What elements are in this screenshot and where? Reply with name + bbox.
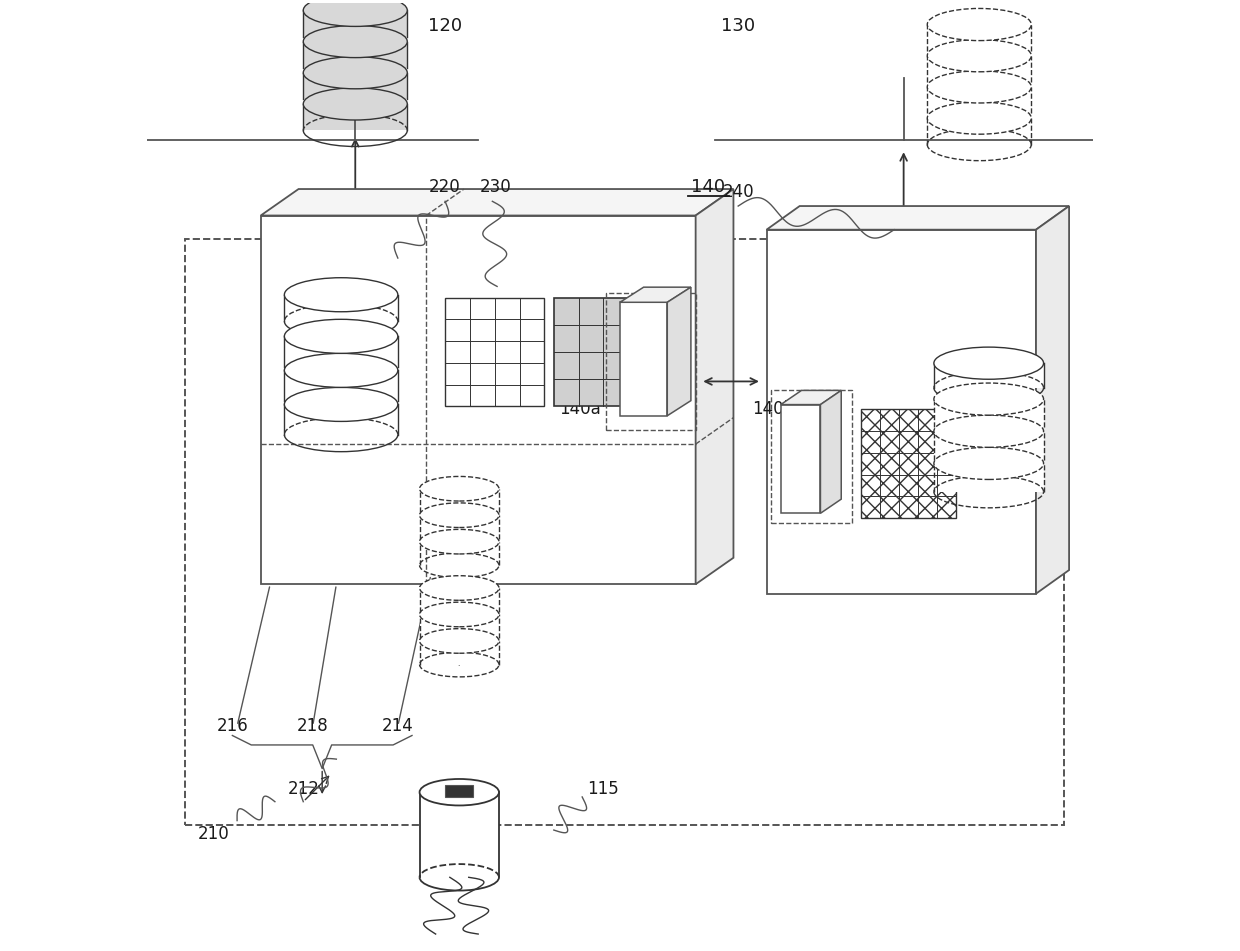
Text: 140b: 140b bbox=[753, 400, 795, 418]
Ellipse shape bbox=[928, 40, 1032, 71]
Polygon shape bbox=[766, 206, 1069, 230]
Ellipse shape bbox=[284, 387, 398, 421]
Polygon shape bbox=[419, 588, 498, 611]
Ellipse shape bbox=[419, 629, 498, 653]
Polygon shape bbox=[419, 614, 498, 638]
Polygon shape bbox=[419, 792, 498, 878]
Text: 218: 218 bbox=[296, 717, 329, 735]
Ellipse shape bbox=[284, 320, 398, 354]
Ellipse shape bbox=[928, 9, 1032, 41]
Polygon shape bbox=[620, 287, 691, 302]
Polygon shape bbox=[260, 216, 696, 584]
Ellipse shape bbox=[304, 0, 407, 27]
Ellipse shape bbox=[934, 447, 1044, 479]
Ellipse shape bbox=[284, 354, 398, 387]
Polygon shape bbox=[284, 295, 398, 321]
Polygon shape bbox=[928, 118, 1032, 145]
Polygon shape bbox=[419, 542, 498, 565]
Text: 120: 120 bbox=[428, 17, 463, 35]
Polygon shape bbox=[284, 370, 398, 400]
Ellipse shape bbox=[934, 383, 1044, 416]
Polygon shape bbox=[304, 104, 407, 130]
Text: 240: 240 bbox=[723, 183, 754, 201]
Bar bbox=[445, 785, 474, 797]
Polygon shape bbox=[304, 72, 407, 99]
Polygon shape bbox=[821, 391, 841, 514]
Ellipse shape bbox=[419, 575, 498, 600]
Polygon shape bbox=[781, 391, 841, 404]
Text: 220: 220 bbox=[429, 178, 461, 196]
Text: 140: 140 bbox=[691, 178, 725, 196]
Polygon shape bbox=[928, 56, 1032, 82]
Text: 210: 210 bbox=[197, 825, 229, 844]
Text: 130: 130 bbox=[722, 17, 755, 35]
Ellipse shape bbox=[419, 530, 498, 554]
Polygon shape bbox=[934, 431, 1044, 459]
Ellipse shape bbox=[419, 476, 498, 501]
Bar bbox=[185, 239, 1064, 825]
Ellipse shape bbox=[934, 347, 1044, 379]
Text: 230: 230 bbox=[480, 178, 511, 196]
Ellipse shape bbox=[304, 57, 407, 88]
Polygon shape bbox=[304, 42, 407, 68]
Text: 212: 212 bbox=[288, 780, 319, 798]
Bar bbox=[606, 293, 696, 430]
Ellipse shape bbox=[934, 416, 1044, 447]
Text: 214: 214 bbox=[382, 717, 414, 735]
Polygon shape bbox=[781, 404, 821, 514]
Polygon shape bbox=[928, 25, 1032, 51]
Polygon shape bbox=[419, 515, 498, 539]
Text: 115: 115 bbox=[587, 780, 619, 798]
Text: 140a: 140a bbox=[559, 400, 601, 418]
Polygon shape bbox=[696, 189, 733, 584]
Polygon shape bbox=[934, 363, 1044, 388]
Ellipse shape bbox=[419, 503, 498, 528]
Polygon shape bbox=[766, 230, 1035, 593]
Text: 216: 216 bbox=[217, 717, 248, 735]
Polygon shape bbox=[260, 189, 733, 216]
Ellipse shape bbox=[304, 87, 407, 120]
Polygon shape bbox=[304, 10, 407, 37]
Ellipse shape bbox=[928, 71, 1032, 103]
Ellipse shape bbox=[284, 278, 398, 312]
Polygon shape bbox=[934, 463, 1044, 492]
Bar bbox=[445, 298, 544, 406]
Polygon shape bbox=[284, 337, 398, 366]
Polygon shape bbox=[928, 87, 1032, 113]
Polygon shape bbox=[934, 399, 1044, 427]
Ellipse shape bbox=[419, 602, 498, 627]
Polygon shape bbox=[419, 489, 498, 513]
Ellipse shape bbox=[928, 102, 1032, 134]
Ellipse shape bbox=[304, 26, 407, 58]
Polygon shape bbox=[620, 302, 667, 416]
Bar bbox=[771, 391, 852, 523]
Polygon shape bbox=[1035, 206, 1069, 593]
Ellipse shape bbox=[419, 779, 498, 805]
Bar bbox=[861, 409, 956, 518]
Polygon shape bbox=[284, 404, 398, 435]
Bar bbox=[554, 298, 653, 406]
Polygon shape bbox=[667, 287, 691, 416]
Polygon shape bbox=[419, 641, 498, 665]
